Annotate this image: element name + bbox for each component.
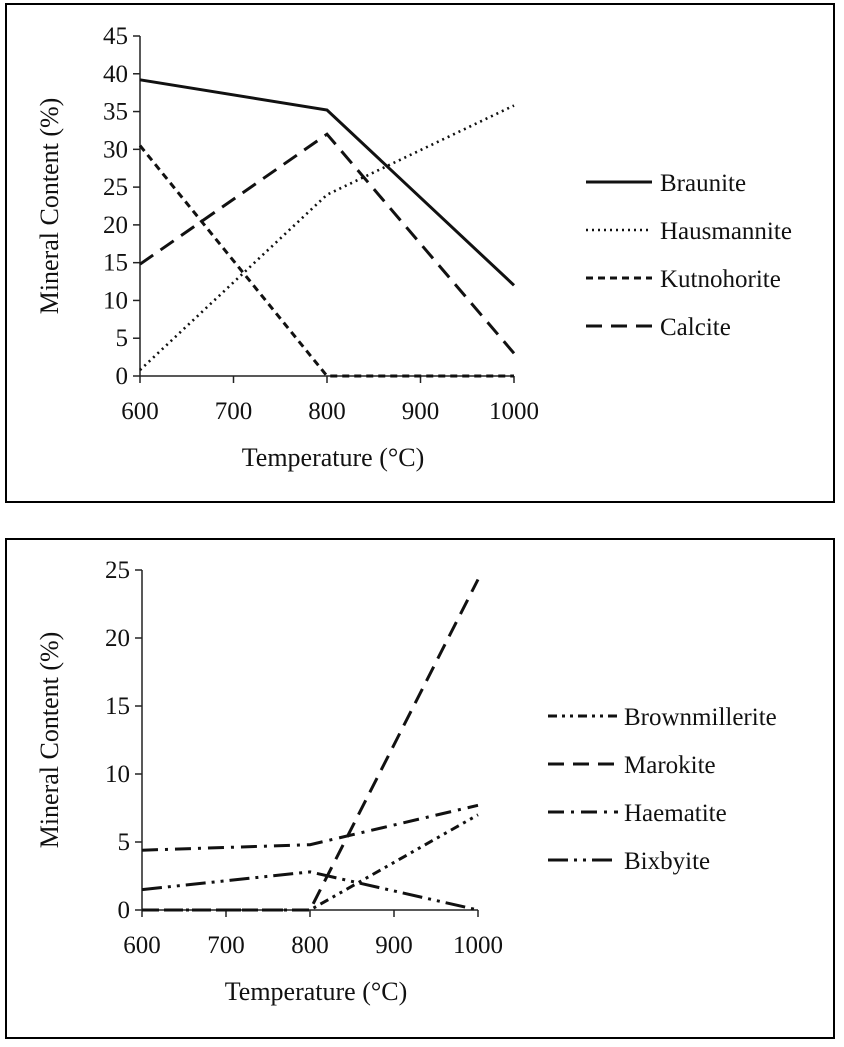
series-line-marokite xyxy=(142,578,480,912)
y-tick-label: 20 xyxy=(105,625,130,652)
y-tick-label: 0 xyxy=(118,897,131,924)
y-tick-label: 30 xyxy=(103,136,128,163)
y-tick-label: 10 xyxy=(103,287,128,314)
x-axis-title: Temperature (°C) xyxy=(242,443,425,472)
chart-1: 0 5 10 15 20 25 30 35 40 45 600 700 800 900 1000 Temper… xyxy=(35,23,792,472)
legend-label-marokite: Marokite xyxy=(624,752,716,779)
series-line-braunite xyxy=(139,78,516,287)
y-tick-label: 20 xyxy=(103,212,128,239)
legend-label-brownmillerite: Brownmillerite xyxy=(624,704,777,731)
y-tick-label: 35 xyxy=(103,99,128,126)
y-tick-label: 5 xyxy=(118,829,131,856)
chart-panel-top xyxy=(5,3,835,503)
x-tick-label: 800 xyxy=(291,932,329,959)
series-line-kutnohorite xyxy=(138,144,514,378)
x-tick-label: 900 xyxy=(402,398,440,425)
x-tick-label: 1000 xyxy=(489,398,539,425)
x-tick-label: 700 xyxy=(215,398,253,425)
legend: Braunite Hausmannite Kutnohorite Calcite xyxy=(586,170,792,341)
x-tick-label: 600 xyxy=(123,932,161,959)
series-line-calcite xyxy=(139,132,516,355)
y-tick-label: 45 xyxy=(103,23,128,50)
series-line-brownmillerite xyxy=(142,813,479,912)
legend-label-calcite: Calcite xyxy=(660,314,731,341)
legend-label-kutnohorite: Kutnohorite xyxy=(660,266,781,293)
x-tick-label: 900 xyxy=(375,932,413,959)
y-tick-label: 15 xyxy=(105,693,130,720)
y-tick-label: 10 xyxy=(105,761,130,788)
series-line-haematite xyxy=(141,803,479,852)
series-line-hausmannite xyxy=(139,104,515,371)
chart-2: 0 5 10 15 20 25 600 700 800 900 1000 Temperature (°… xyxy=(35,557,777,1006)
x-tick-label: 600 xyxy=(121,398,159,425)
y-tick-label: 25 xyxy=(105,557,130,584)
legend-label-haematite: Haematite xyxy=(624,800,727,827)
legend-label-hausmannite: Hausmannite xyxy=(660,218,792,245)
y-axis-title: Mineral Content (%) xyxy=(35,98,64,315)
legend-label-braunite: Braunite xyxy=(660,170,746,197)
series-line-bixbyite xyxy=(141,870,479,912)
x-tick-label: 800 xyxy=(308,398,346,425)
y-tick-label: 25 xyxy=(103,174,128,201)
x-tick-label: 700 xyxy=(207,932,245,959)
y-tick-label: 40 xyxy=(103,61,128,88)
y-tick-label: 5 xyxy=(116,325,129,352)
y-tick-label: 15 xyxy=(103,250,128,277)
legend: Brownmillerite Marokite Haematite Bixbyite xyxy=(548,704,777,875)
y-tick-label: 0 xyxy=(116,363,129,390)
chart-panel-bottom xyxy=(5,538,835,1039)
legend-label-bixbyite: Bixbyite xyxy=(624,848,710,875)
x-tick-label: 1000 xyxy=(453,932,503,959)
x-axis-title: Temperature (°C) xyxy=(225,977,408,1006)
y-axis-title: Mineral Content (%) xyxy=(35,632,64,849)
